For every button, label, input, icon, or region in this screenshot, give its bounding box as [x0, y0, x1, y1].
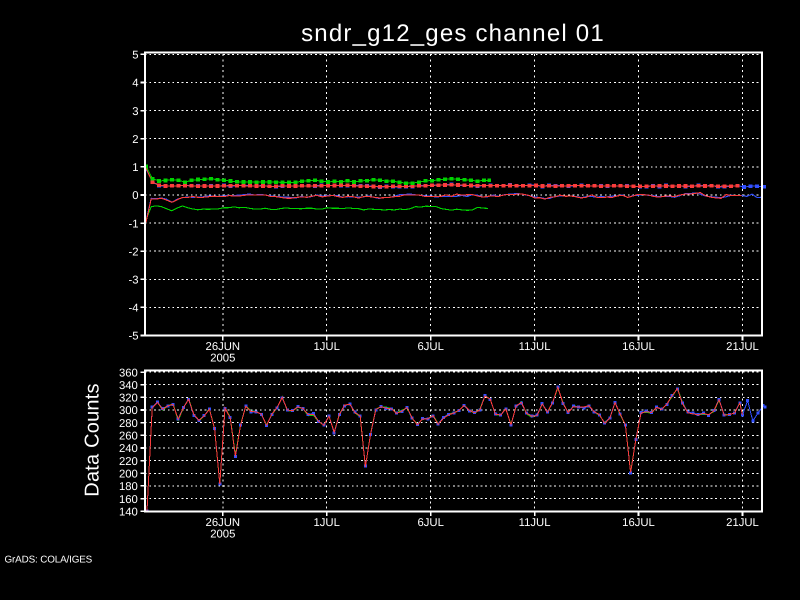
svg-text:1JUL: 1JUL — [314, 341, 340, 353]
svg-text:21JUL: 21JUL — [726, 341, 759, 353]
svg-text:260: 260 — [119, 431, 138, 443]
svg-text:6JUL: 6JUL — [418, 341, 444, 353]
svg-text:300: 300 — [119, 405, 138, 417]
svg-text:21JUL: 21JUL — [726, 517, 759, 529]
svg-text:-2: -2 — [128, 246, 138, 258]
svg-text:3: 3 — [132, 106, 138, 118]
svg-text:26JUN: 26JUN — [206, 341, 241, 353]
svg-text:2: 2 — [132, 134, 138, 146]
svg-text:220: 220 — [119, 456, 138, 468]
svg-text:5: 5 — [132, 50, 138, 62]
svg-text:26JUN: 26JUN — [206, 517, 241, 529]
svg-text:280: 280 — [119, 418, 138, 430]
svg-text:sndr_g12_ges channel 01: sndr_g12_ges channel 01 — [301, 20, 605, 47]
svg-text:2005: 2005 — [210, 528, 235, 540]
svg-text:160: 160 — [119, 494, 138, 506]
svg-text:1: 1 — [132, 162, 138, 174]
svg-text:-3: -3 — [128, 275, 138, 287]
svg-text:240: 240 — [119, 443, 138, 455]
svg-text:-5: -5 — [128, 331, 138, 343]
svg-text:GrADS: COLA/IGES: GrADS: COLA/IGES — [5, 555, 93, 566]
svg-text:340: 340 — [119, 380, 138, 392]
svg-text:2005: 2005 — [210, 352, 235, 364]
svg-text:6JUL: 6JUL — [418, 517, 444, 529]
svg-text:180: 180 — [119, 481, 138, 493]
svg-text:-1: -1 — [128, 218, 138, 230]
svg-text:360: 360 — [119, 367, 138, 379]
svg-text:320: 320 — [119, 393, 138, 405]
svg-text:140: 140 — [119, 506, 138, 518]
svg-text:0: 0 — [132, 190, 138, 202]
svg-text:11JUL: 11JUL — [519, 517, 551, 529]
svg-text:16JUL: 16JUL — [622, 341, 655, 353]
svg-text:16JUL: 16JUL — [622, 517, 655, 529]
svg-text:-4: -4 — [128, 303, 138, 315]
svg-text:200: 200 — [119, 469, 138, 481]
svg-text:Data Counts: Data Counts — [82, 383, 104, 496]
svg-text:4: 4 — [132, 78, 138, 90]
svg-text:1JUL: 1JUL — [314, 517, 340, 529]
svg-text:11JUL: 11JUL — [519, 341, 551, 353]
